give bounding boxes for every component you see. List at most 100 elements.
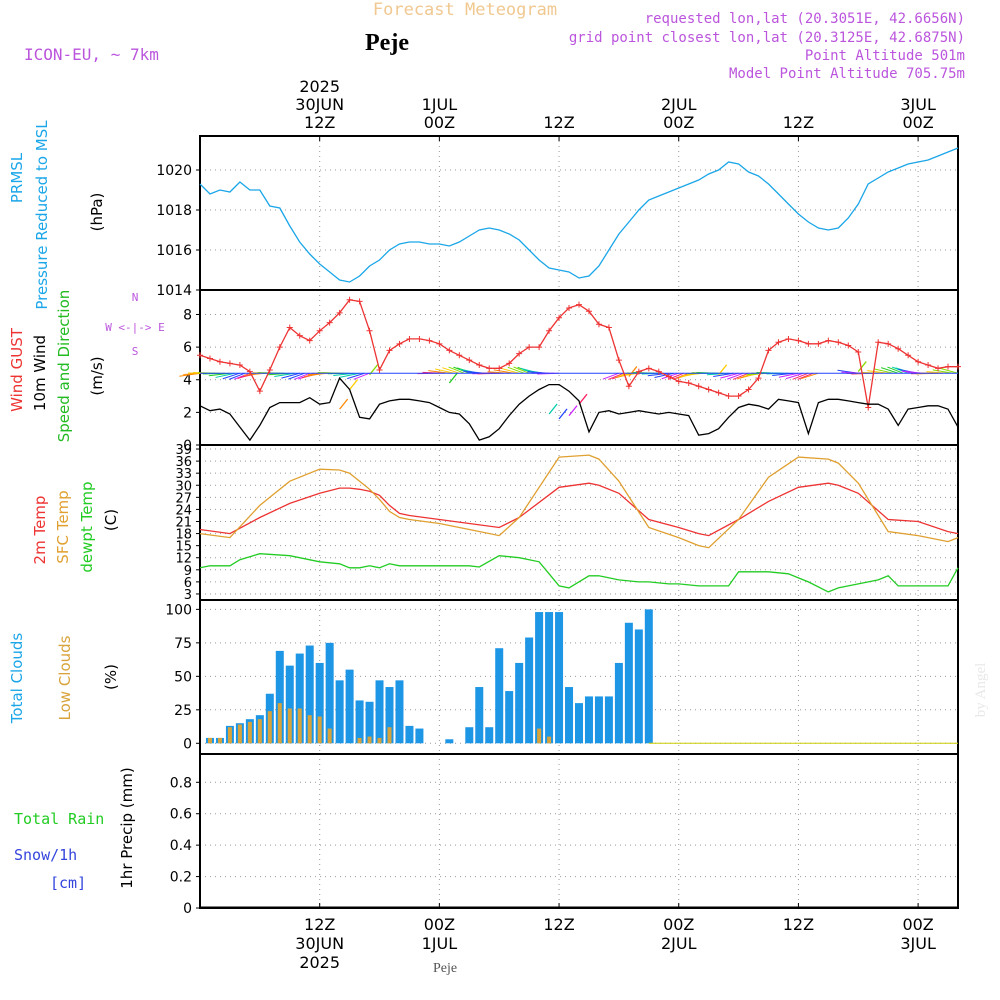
gust-point bbox=[945, 363, 952, 370]
wind-dir-arrow bbox=[608, 372, 625, 380]
wind-dir-arrow bbox=[672, 372, 689, 380]
chart-title: Forecast Meteogram bbox=[373, 0, 557, 20]
ytick-label: 0 bbox=[183, 736, 192, 752]
total-cloud-bar bbox=[624, 622, 633, 744]
wind-dir-arrow bbox=[442, 367, 460, 374]
wind-dir-arrow bbox=[448, 372, 458, 384]
low-cloud-bar bbox=[297, 708, 302, 744]
low-cloud-bar bbox=[547, 736, 552, 744]
totalclouds-label: Total Clouds bbox=[8, 633, 26, 725]
ytick-label: 30 bbox=[175, 479, 192, 494]
ytick-label: 75 bbox=[174, 636, 192, 652]
xtick-label-top: 12Z bbox=[783, 113, 814, 132]
ytick-label: 0.4 bbox=[170, 838, 192, 854]
gust-point bbox=[496, 365, 503, 372]
xtick-label-top: 12Z bbox=[304, 113, 335, 132]
lowclouds-label: Low Clouds bbox=[56, 635, 74, 720]
total-cloud-bar bbox=[315, 662, 324, 744]
low-cloud-bar bbox=[217, 737, 222, 744]
xtick-label-top: 00Z bbox=[663, 113, 694, 132]
compass-north: N bbox=[132, 291, 139, 304]
low-cloud-bar bbox=[367, 736, 372, 744]
wind-dir-arrow bbox=[568, 405, 578, 417]
gust-point bbox=[695, 383, 702, 390]
gust-point bbox=[406, 335, 413, 342]
gust-point bbox=[326, 319, 333, 326]
gust-point bbox=[486, 365, 493, 372]
ytick-label: 1020 bbox=[156, 163, 192, 179]
gust-point bbox=[625, 383, 632, 390]
gust-point bbox=[955, 363, 961, 370]
low-cloud-bar bbox=[267, 711, 272, 744]
model-label: ICON-EU, ~ 7km bbox=[24, 45, 159, 64]
wind-dir-label: Speed and Direction bbox=[55, 290, 73, 443]
gust-point bbox=[466, 357, 473, 364]
low-cloud-bar bbox=[257, 719, 262, 744]
total-cloud-bar bbox=[634, 629, 643, 744]
ytick-label: 36 bbox=[175, 455, 192, 470]
point-altitude: Point Altitude 501m bbox=[805, 48, 965, 64]
gust-point bbox=[845, 342, 852, 349]
wind-dir-arrow bbox=[732, 372, 749, 380]
gust-point bbox=[885, 340, 892, 347]
gust-point bbox=[356, 298, 363, 305]
total-cloud-bar bbox=[305, 645, 314, 744]
gust-point bbox=[296, 332, 303, 339]
total-cloud-bar bbox=[405, 725, 414, 744]
total-cloud-bar bbox=[505, 691, 514, 744]
wind-dir-arrow bbox=[578, 393, 588, 405]
wind-dir-arrow bbox=[887, 366, 904, 374]
ytick-label: 100 bbox=[165, 602, 192, 618]
gust-point bbox=[735, 393, 742, 400]
wind-dir-arrow bbox=[222, 372, 241, 380]
gust-point bbox=[316, 327, 323, 334]
wind-dir-arrow bbox=[654, 372, 674, 378]
wind-dir-arrow bbox=[448, 366, 465, 374]
gust-point bbox=[645, 365, 652, 372]
ytick-label: 9 bbox=[184, 564, 192, 579]
ytick-label: 21 bbox=[175, 515, 192, 530]
gust-point bbox=[805, 340, 812, 347]
xtick-label-bottom: 12Z bbox=[304, 915, 335, 934]
gust-point bbox=[875, 339, 882, 346]
ytick-label: 25 bbox=[174, 703, 192, 719]
low-cloud-bar bbox=[227, 727, 232, 744]
wind-dir-arrow bbox=[797, 372, 814, 380]
gust-point bbox=[915, 358, 922, 365]
ytick-label: 18 bbox=[175, 528, 192, 543]
xtick-label-bottom: 00Z bbox=[902, 915, 933, 934]
gust-point bbox=[286, 324, 293, 331]
gust-point bbox=[566, 304, 573, 311]
gust-point bbox=[236, 362, 243, 369]
wind-dir-arrow bbox=[339, 372, 360, 378]
total-cloud-bar bbox=[575, 703, 583, 744]
panel-frame bbox=[199, 753, 959, 909]
xtick-label-bottom: 12Z bbox=[543, 915, 574, 934]
dewpt-label: dewpt Temp bbox=[78, 481, 96, 572]
gust-point bbox=[366, 327, 373, 334]
xtick-label-top: 12Z bbox=[543, 113, 574, 132]
total-cloud-bar bbox=[545, 612, 554, 744]
total-cloud-bar bbox=[555, 612, 564, 744]
gust-point bbox=[905, 352, 912, 359]
wind-dir-arrow bbox=[800, 372, 819, 380]
total-cloud-bar bbox=[325, 642, 334, 744]
gust-point bbox=[216, 358, 223, 365]
gust-point bbox=[386, 347, 393, 354]
wind-dir-arrow bbox=[507, 366, 525, 374]
gust-point bbox=[755, 375, 762, 382]
ytick-label: 33 bbox=[175, 467, 192, 482]
total-cloud-bar bbox=[485, 727, 494, 744]
gust-point bbox=[276, 344, 283, 351]
ytick-label: 1018 bbox=[156, 203, 192, 219]
precip-unit: 1hr Precip (mm) bbox=[118, 767, 136, 888]
ytick-label: 1014 bbox=[156, 283, 192, 299]
temp2m-label: 2m Temp bbox=[31, 496, 49, 565]
total-cloud-bar bbox=[275, 650, 284, 744]
dewpt-line bbox=[199, 553, 959, 593]
wind-line bbox=[199, 376, 959, 442]
gust-point bbox=[546, 327, 553, 334]
pressure-unit: (hPa) bbox=[88, 193, 106, 232]
low-cloud-bar bbox=[237, 724, 242, 744]
